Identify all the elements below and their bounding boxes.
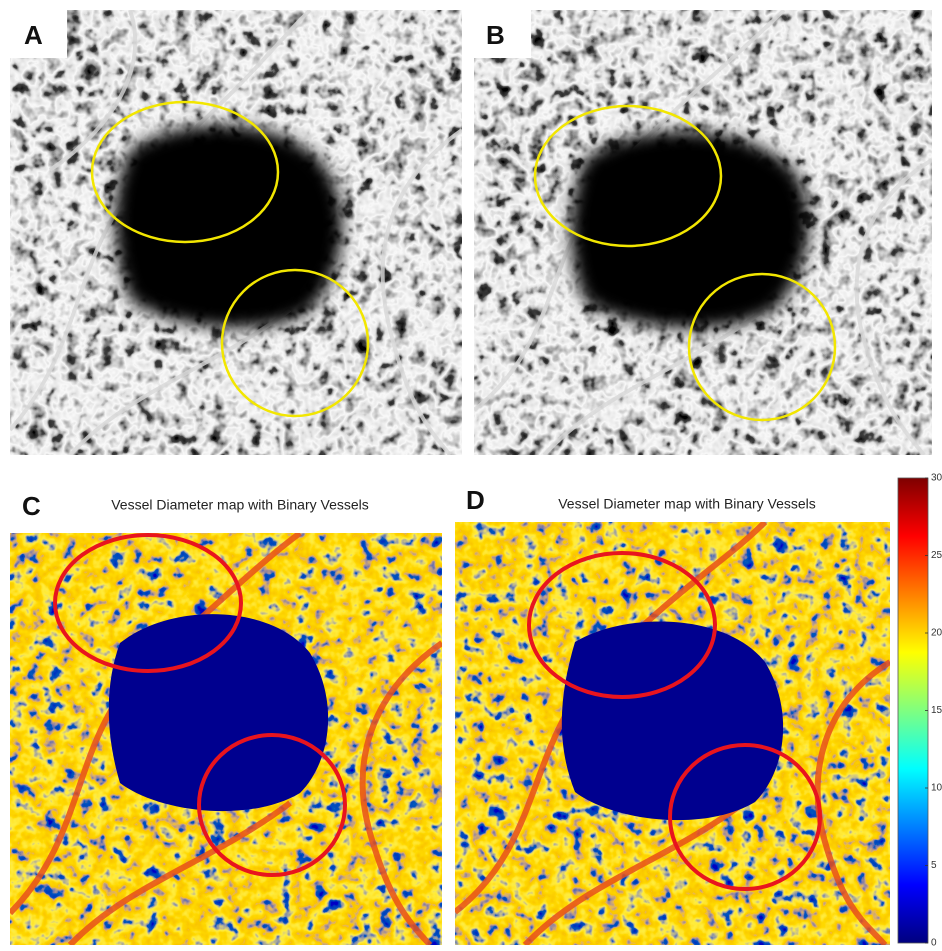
colorbar-tick-label: 10	[931, 783, 942, 794]
colorbar	[898, 478, 928, 943]
panel-b: B	[474, 10, 932, 455]
figure: A B C Vessel Diameter map with Binary Ve…	[0, 0, 942, 951]
panel-label: B	[486, 20, 505, 50]
panel-label: A	[24, 20, 43, 50]
colorbar-tick-label: 5	[931, 860, 937, 871]
panel-d	[455, 522, 890, 945]
avascular-zone	[562, 622, 783, 821]
panel-label: D	[466, 485, 485, 515]
colorbar-tick-label: 15	[931, 705, 942, 716]
colorbar-tick-label: 30	[931, 473, 942, 484]
panel-title: Vessel Diameter map with Binary Vessels	[558, 496, 816, 512]
colorbar-tick-label: 25	[931, 550, 942, 561]
body: A B C Vessel Diameter map with Binary Ve…	[0, 0, 942, 951]
avascular-zone	[115, 125, 342, 328]
colorbar-tick-label: 20	[931, 628, 942, 639]
panel-c	[10, 533, 442, 945]
colorbar-tick-label: 0	[931, 938, 937, 949]
page: Vessel diameter figure {"panels": [ {"la…	[0, 0, 942, 951]
panel-a: A	[10, 10, 462, 455]
avascular-zone	[109, 614, 328, 811]
panel-title: Vessel Diameter map with Binary Vessels	[111, 497, 369, 513]
panel-label: C	[22, 491, 41, 521]
